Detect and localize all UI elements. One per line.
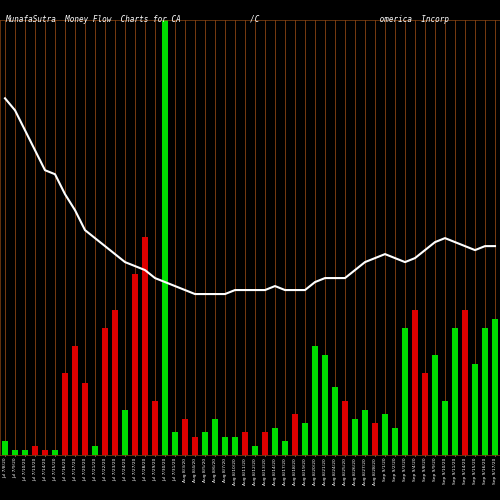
Bar (142, 238, 148, 455)
Bar (112, 310, 118, 455)
Bar (322, 356, 328, 455)
Bar (402, 328, 408, 455)
Bar (92, 446, 98, 455)
Bar (72, 346, 78, 455)
Bar (282, 442, 288, 455)
Bar (12, 450, 18, 455)
Bar (242, 432, 248, 455)
Bar (352, 419, 358, 455)
Bar (212, 419, 218, 455)
Bar (412, 310, 418, 455)
Bar (302, 424, 308, 455)
Bar (42, 450, 48, 455)
Bar (172, 432, 178, 455)
Text: MunafaSutra  Money Flow  Charts for CA               /C                         : MunafaSutra Money Flow Charts for CA /C (5, 15, 449, 24)
Bar (102, 328, 108, 455)
Bar (482, 328, 488, 455)
Bar (372, 424, 378, 455)
Bar (232, 437, 238, 455)
Bar (492, 319, 498, 455)
Bar (2, 442, 8, 455)
Bar (272, 428, 278, 455)
Bar (422, 374, 428, 455)
Bar (252, 446, 258, 455)
Bar (462, 310, 468, 455)
Bar (22, 450, 28, 455)
Bar (362, 410, 368, 455)
Bar (292, 414, 298, 455)
Bar (312, 346, 318, 455)
Bar (62, 374, 68, 455)
Bar (332, 387, 338, 455)
Bar (122, 410, 128, 455)
Bar (192, 437, 198, 455)
Bar (382, 414, 388, 455)
Bar (222, 437, 228, 455)
Bar (442, 400, 448, 455)
Bar (342, 400, 348, 455)
Bar (202, 432, 208, 455)
Bar (392, 428, 398, 455)
Bar (182, 419, 188, 455)
Bar (472, 364, 478, 455)
Bar (132, 274, 138, 455)
Bar (152, 400, 158, 455)
Bar (452, 328, 458, 455)
Bar (262, 432, 268, 455)
Bar (32, 446, 38, 455)
Bar (432, 356, 438, 455)
Bar (52, 450, 58, 455)
Bar (82, 382, 88, 455)
Bar (162, 0, 168, 455)
